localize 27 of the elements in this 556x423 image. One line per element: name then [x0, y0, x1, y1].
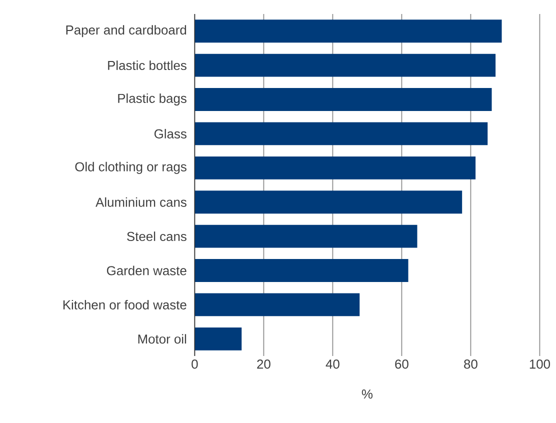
x-axis-title: % — [362, 390, 373, 399]
y-tick-label: Steel cans — [127, 232, 186, 242]
y-tick-label: Kitchen or food waste — [63, 300, 186, 310]
bar — [194, 293, 360, 316]
bar — [194, 20, 502, 43]
y-tick-label: Glass — [154, 128, 186, 138]
bar — [194, 327, 242, 350]
x-tick-label: 40 — [326, 360, 340, 369]
x-tick-label: 60 — [395, 360, 408, 369]
x-tick-label: 80 — [464, 360, 478, 369]
y-tick-label: Garden waste — [106, 266, 186, 276]
y-tick-label: Plastic bottles — [108, 60, 186, 70]
bar — [194, 259, 408, 282]
bar — [194, 156, 476, 180]
bar — [194, 190, 462, 214]
bar — [194, 224, 418, 248]
y-tick-label: Old clothing or rags — [75, 162, 186, 174]
bar — [194, 122, 488, 146]
x-tick-label: 100 — [530, 360, 550, 369]
bar — [194, 88, 492, 111]
x-tick-label: 0 — [192, 360, 198, 369]
y-tick-label: Plastic bags — [118, 93, 186, 106]
y-tick-label: Paper and cardboard — [66, 25, 186, 38]
y-tick-label: Aluminium cans — [96, 197, 186, 207]
x-tick-label: 20 — [257, 360, 270, 369]
y-tick-label: Motor oil — [138, 334, 186, 344]
bar — [194, 54, 496, 77]
